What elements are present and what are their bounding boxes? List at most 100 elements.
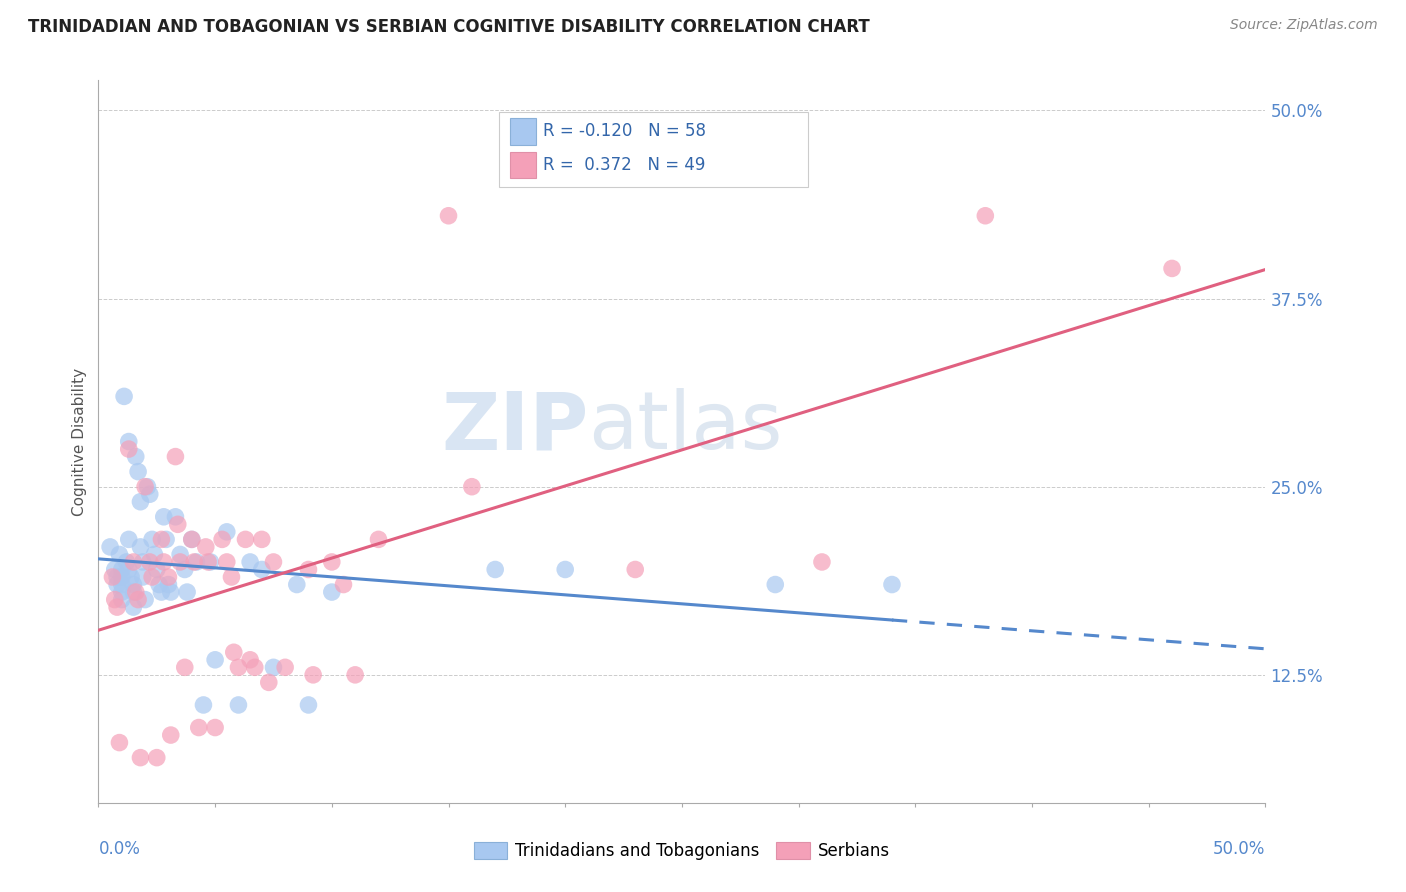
Point xyxy=(139,555,162,569)
Point xyxy=(127,592,149,607)
Point xyxy=(461,480,484,494)
Point xyxy=(125,585,148,599)
Point xyxy=(344,668,367,682)
Point xyxy=(132,555,155,569)
Point xyxy=(134,480,156,494)
Point xyxy=(111,585,134,599)
Point xyxy=(152,509,174,524)
Point xyxy=(187,721,209,735)
Point xyxy=(118,533,141,547)
Point xyxy=(136,480,159,494)
Point xyxy=(122,585,145,599)
Point xyxy=(235,533,257,547)
Point xyxy=(250,562,273,576)
Point xyxy=(215,524,238,539)
Point xyxy=(285,577,308,591)
Point xyxy=(98,540,121,554)
Point xyxy=(165,450,187,464)
Point xyxy=(129,494,152,508)
Point xyxy=(222,645,245,659)
Point xyxy=(122,600,145,615)
Point xyxy=(146,562,169,576)
Text: TRINIDADIAN AND TOBAGONIAN VS SERBIAN COGNITIVE DISABILITY CORRELATION CHART: TRINIDADIAN AND TOBAGONIAN VS SERBIAN CO… xyxy=(28,18,870,36)
Point xyxy=(118,562,141,576)
Point xyxy=(111,592,134,607)
Point xyxy=(243,660,266,674)
Point xyxy=(152,555,174,569)
Point xyxy=(104,592,127,607)
Point xyxy=(211,533,233,547)
Point xyxy=(194,540,217,554)
Point xyxy=(150,585,173,599)
Point xyxy=(176,585,198,599)
Point xyxy=(321,555,343,569)
Point xyxy=(143,548,166,562)
Text: R = -0.120   N = 58: R = -0.120 N = 58 xyxy=(543,122,706,140)
Point xyxy=(183,555,205,569)
Point xyxy=(250,533,273,547)
Point xyxy=(262,660,284,674)
Point xyxy=(129,750,152,764)
Point xyxy=(134,592,156,607)
Point xyxy=(257,675,280,690)
Point xyxy=(139,487,162,501)
Point xyxy=(204,721,226,735)
Point xyxy=(297,562,319,576)
Point xyxy=(262,555,284,569)
Text: Source: ZipAtlas.com: Source: ZipAtlas.com xyxy=(1230,18,1378,32)
Point xyxy=(204,653,226,667)
Point xyxy=(880,577,903,591)
Point xyxy=(141,570,163,584)
Point xyxy=(239,555,262,569)
Point xyxy=(122,577,145,591)
Point xyxy=(197,555,219,569)
Point xyxy=(200,555,222,569)
Point xyxy=(180,533,202,547)
Point xyxy=(274,660,297,674)
Legend: Trinidadians and Tobagonians, Serbians: Trinidadians and Tobagonians, Serbians xyxy=(467,835,897,867)
Point xyxy=(108,735,131,749)
Point xyxy=(101,570,124,584)
Point xyxy=(173,660,195,674)
Y-axis label: Cognitive Disability: Cognitive Disability xyxy=(72,368,87,516)
Point xyxy=(105,570,128,584)
Point xyxy=(302,668,325,682)
Point xyxy=(111,577,134,591)
Point xyxy=(129,540,152,554)
Point xyxy=(228,660,250,674)
Point xyxy=(146,750,169,764)
Point xyxy=(118,442,141,456)
Point xyxy=(104,562,127,576)
Point xyxy=(157,570,180,584)
Point xyxy=(105,577,128,591)
Point xyxy=(105,600,128,615)
Point xyxy=(148,577,170,591)
Point xyxy=(115,555,138,569)
Point xyxy=(763,577,786,591)
Point xyxy=(112,389,135,403)
Point xyxy=(811,555,834,569)
Point xyxy=(186,555,208,569)
Point xyxy=(180,533,202,547)
Point xyxy=(166,517,188,532)
Point xyxy=(221,570,243,584)
Point xyxy=(332,577,354,591)
Point xyxy=(169,548,191,562)
Point xyxy=(193,698,215,712)
Text: atlas: atlas xyxy=(589,388,783,467)
Point xyxy=(159,585,181,599)
Point xyxy=(484,562,506,576)
Point xyxy=(1161,261,1184,276)
Point xyxy=(111,570,134,584)
Point xyxy=(215,555,238,569)
Text: ZIP: ZIP xyxy=(441,388,589,467)
Point xyxy=(165,509,187,524)
Point xyxy=(239,653,262,667)
Point xyxy=(321,585,343,599)
Point xyxy=(159,728,181,742)
Point xyxy=(624,562,647,576)
Text: R =  0.372   N = 49: R = 0.372 N = 49 xyxy=(543,156,704,174)
Point xyxy=(297,698,319,712)
Point xyxy=(122,555,145,569)
Point xyxy=(974,209,997,223)
